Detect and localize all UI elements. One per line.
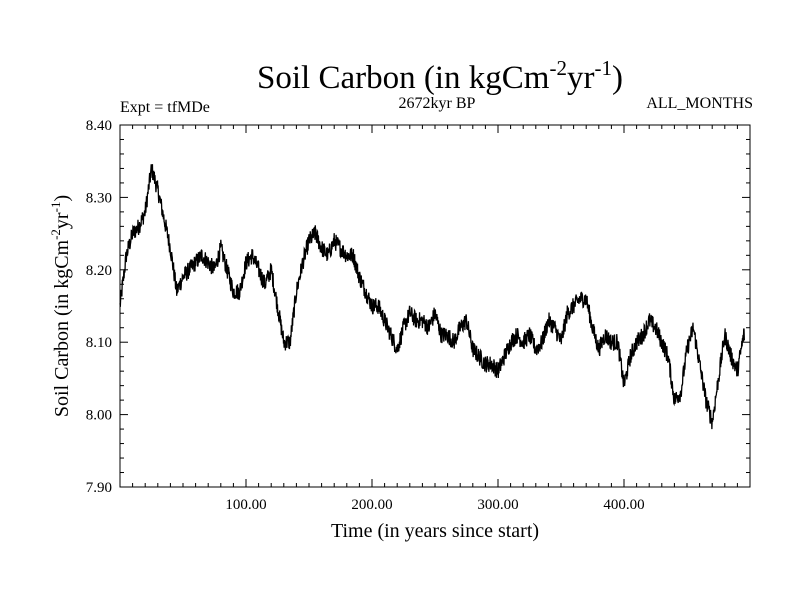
y-tick-label: 8.10 — [86, 335, 112, 351]
y-tick-label: 7.90 — [86, 480, 112, 496]
y-tick-label: 8.20 — [86, 263, 112, 279]
x-tick-label: 300.00 — [477, 497, 518, 513]
x-axis: 100.00 200.00 300.00 400.00 — [132, 125, 751, 513]
plot-frame — [119, 124, 751, 488]
chart-title: Soil Carbon (in kgCm-2yr-1) — [257, 56, 623, 96]
series-line-soil-carbon — [119, 164, 745, 430]
y-tick-label: 8.30 — [86, 190, 112, 206]
x-axis-label: Time (in years since start) — [331, 520, 539, 542]
y-tick-label: 8.00 — [86, 408, 112, 424]
x-tick-label: 200.00 — [351, 497, 392, 513]
y-axis-label: Soil Carbon (in kgCm-2yr-1) — [48, 195, 73, 417]
x-tick-label: 100.00 — [225, 497, 266, 513]
months-label: ALL_MONTHS — [646, 95, 753, 112]
y-axis: 8.40 8.30 8.20 8.10 8.00 7.90 — [86, 118, 750, 496]
x-tick-label: 400.00 — [603, 497, 644, 513]
y-tick-label: 8.40 — [86, 118, 112, 134]
expt-label: Expt = tfMDe — [120, 99, 210, 116]
period-label: 2672kyr BP — [399, 95, 476, 112]
